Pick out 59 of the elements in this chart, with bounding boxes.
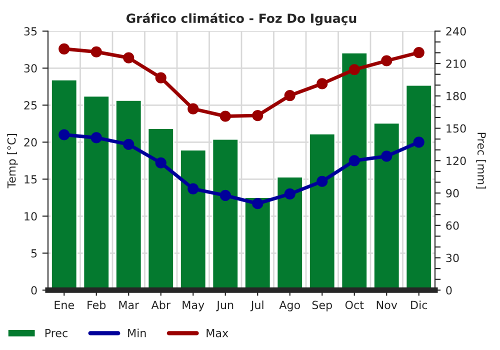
point xyxy=(252,198,264,210)
point xyxy=(413,47,424,58)
point xyxy=(381,55,392,66)
x-tick-label: Ene xyxy=(54,300,74,310)
x-tick-label: Jun xyxy=(216,300,234,312)
y2-tick-label: 60 xyxy=(446,221,459,230)
x-tick-label: Feb xyxy=(88,300,106,310)
point xyxy=(284,188,296,200)
point xyxy=(348,64,360,76)
x-tick-label: Dic xyxy=(411,300,428,310)
x-tick-label: Mar xyxy=(119,300,140,310)
x-tick-label: Nov xyxy=(376,300,398,310)
x-tick-label: Oct xyxy=(345,300,364,310)
y2-tick-label: 0 xyxy=(446,286,452,295)
point xyxy=(316,78,328,90)
point xyxy=(413,136,424,148)
point xyxy=(284,90,296,102)
y2-tick-label: 240 xyxy=(446,27,466,36)
point xyxy=(123,52,134,64)
chart-title: Gráfico climático - Foz Do Iguaçu xyxy=(126,12,356,26)
y-tick-label: 35 xyxy=(24,27,37,36)
point xyxy=(316,176,328,187)
x-tick-label: Ago xyxy=(279,300,300,312)
x-tick-label: May xyxy=(182,300,204,312)
x-tick-label: Abr xyxy=(151,300,170,310)
y-axis-title: Temp [°C] xyxy=(7,134,18,188)
y2-tick-label: 180 xyxy=(446,92,466,100)
point xyxy=(220,190,231,201)
y-tick-label: 25 xyxy=(24,101,37,110)
legend-label: Max xyxy=(206,328,228,338)
x-tick-label: Sep xyxy=(312,300,332,312)
y2-axis-title: Prec [mm] xyxy=(476,132,486,189)
y-tick-label: 20 xyxy=(24,138,37,147)
y-tick-label: 15 xyxy=(24,175,37,184)
y-tick-label: 0 xyxy=(31,286,37,295)
point xyxy=(220,110,231,122)
y-tick-label: 30 xyxy=(24,64,37,73)
point xyxy=(188,103,199,114)
point xyxy=(123,138,134,150)
y-tick-label: 5 xyxy=(31,249,37,258)
point xyxy=(90,132,102,144)
y2-tick-label: 120 xyxy=(446,156,466,166)
legend-label: Min xyxy=(128,328,146,338)
y2-tick-label: 150 xyxy=(446,124,466,133)
point xyxy=(381,150,392,162)
y-tick-label: 10 xyxy=(24,212,37,221)
point xyxy=(155,72,166,84)
y2-tick-label: 90 xyxy=(446,189,459,198)
y2-tick-label: 30 xyxy=(446,254,459,262)
point xyxy=(58,43,70,54)
y2-tick-label: 210 xyxy=(446,60,466,68)
point xyxy=(348,155,360,166)
point xyxy=(188,183,199,194)
legend-label: Prec xyxy=(45,328,68,338)
point xyxy=(252,110,264,122)
point xyxy=(90,46,102,58)
point xyxy=(155,157,166,168)
point xyxy=(58,129,70,140)
x-tick-label: Jul xyxy=(250,300,264,312)
